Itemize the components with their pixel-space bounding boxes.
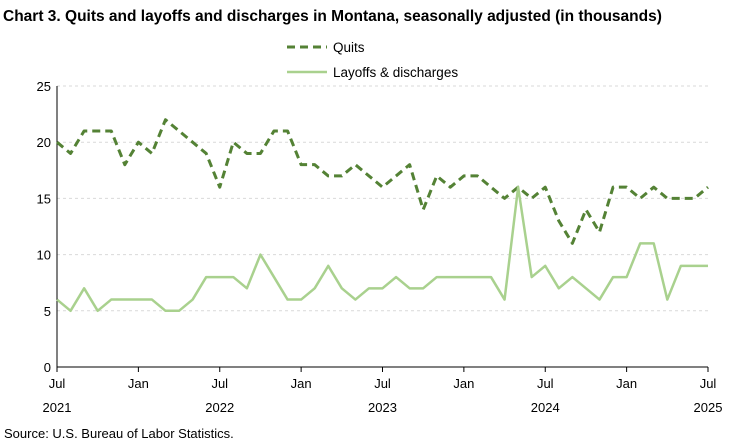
legend-label-quits: Quits — [333, 40, 365, 55]
series-line-layoffs-discharges — [56, 185, 708, 313]
x-tick-month: Jan — [128, 376, 149, 391]
x-tick-month: Jan — [453, 376, 474, 391]
x-tick-year: 2021 — [43, 400, 72, 415]
axes — [56, 86, 708, 368]
legend: Quits Layoffs & discharges — [287, 40, 458, 80]
x-tick-month: Jan — [291, 376, 312, 391]
y-tick-label-25: 25 — [37, 79, 51, 94]
series-lines — [56, 118, 709, 313]
x-tick-month: Jul — [700, 376, 717, 391]
x-tick-year: 2025 — [694, 400, 723, 415]
x-axis-ticks: Jul 2021 Jan Jul 2022 Jan Jul 2023 Jan Jul 2024 Jan… — [43, 367, 723, 415]
y-tick-label-15: 15 — [37, 191, 51, 206]
x-tick-year: 2022 — [205, 400, 234, 415]
x-tick-month: Jul — [211, 376, 228, 391]
x-tick-year: 2023 — [368, 400, 397, 415]
x-tick-month: Jul — [537, 376, 554, 391]
y-tick-label-20: 20 — [37, 135, 51, 150]
source-note: Source: U.S. Bureau of Labor Statistics. — [4, 426, 234, 441]
y-tick-label-10: 10 — [37, 248, 51, 263]
y-tick-label-0: 0 — [44, 360, 51, 375]
x-tick-month: Jul — [374, 376, 391, 391]
grid-lines — [57, 85, 708, 312]
chart-title: Chart 3. Quits and layoffs and discharge… — [3, 8, 662, 25]
legend-label-layoffs-discharges: Layoffs & discharges — [333, 65, 458, 80]
y-tick-label-5: 5 — [44, 304, 51, 319]
x-tick-month: Jul — [49, 376, 66, 391]
series-line-quits — [56, 118, 709, 245]
x-tick-year: 2024 — [531, 400, 560, 415]
x-tick-month: Jan — [616, 376, 637, 391]
y-axis-ticks: 0 5 10 15 20 25 — [37, 79, 51, 375]
